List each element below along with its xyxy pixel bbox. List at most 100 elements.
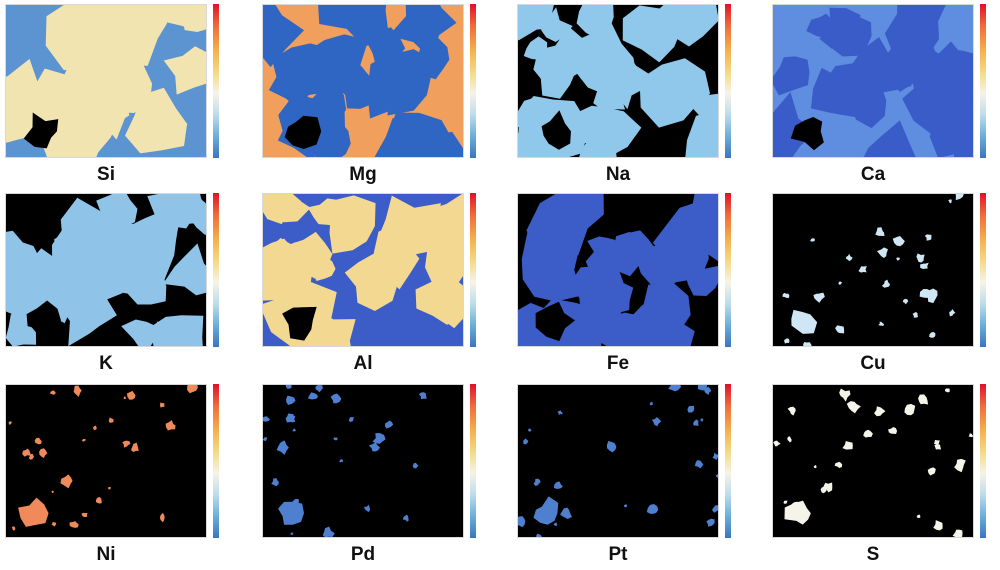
colorbar xyxy=(213,384,219,538)
phase-region xyxy=(418,392,427,400)
phase-region xyxy=(381,118,442,157)
phase-region xyxy=(784,338,790,344)
phase-region xyxy=(518,5,554,41)
phase-region xyxy=(162,243,206,296)
phase-region xyxy=(712,452,718,460)
phase-region xyxy=(8,421,12,425)
phase-region xyxy=(402,514,409,522)
map-panel-k: K xyxy=(5,193,221,379)
phase-region xyxy=(51,490,54,494)
element-label: K xyxy=(99,353,113,374)
phase-region xyxy=(6,99,31,143)
phase-region xyxy=(845,253,853,262)
phase-region xyxy=(952,529,963,537)
phase-region xyxy=(263,194,311,223)
phase-region xyxy=(863,429,873,438)
phase-region xyxy=(858,266,867,273)
element-map-image xyxy=(517,384,719,538)
phase-region xyxy=(271,477,280,487)
element-label: Pd xyxy=(350,544,376,565)
phase-region xyxy=(691,93,718,139)
phase-region xyxy=(363,504,370,513)
phase-region xyxy=(668,385,682,392)
phase-region xyxy=(920,262,929,270)
phase-region xyxy=(292,428,296,432)
phase-region xyxy=(888,426,898,434)
phase-region xyxy=(276,440,289,455)
phase-region xyxy=(810,67,864,119)
element-label: Cu xyxy=(860,353,886,374)
phase-region xyxy=(687,405,695,413)
phase-region xyxy=(650,235,709,284)
map-panel-ni: Ni xyxy=(5,384,221,570)
phase-region xyxy=(949,309,956,317)
element-map-image xyxy=(5,193,207,347)
phase-region xyxy=(813,292,825,303)
phase-region xyxy=(783,500,788,504)
phase-region xyxy=(81,438,86,442)
phase-region xyxy=(51,521,57,527)
phase-region xyxy=(564,315,594,346)
phase-region xyxy=(782,292,790,299)
phase-region xyxy=(916,514,921,518)
phase-region xyxy=(329,195,376,254)
phase-region xyxy=(412,462,419,469)
phase-region xyxy=(290,532,294,536)
phase-region xyxy=(123,395,127,400)
element-map-image xyxy=(5,384,207,538)
phase-region xyxy=(434,131,463,157)
phase-region xyxy=(886,56,912,90)
phase-region xyxy=(954,458,966,473)
phase-region xyxy=(38,103,100,157)
phase-region xyxy=(187,385,198,394)
pore-region xyxy=(284,115,322,150)
phase-region xyxy=(339,459,343,463)
phase-region xyxy=(787,406,796,416)
phase-region xyxy=(929,331,936,338)
phase-region xyxy=(95,496,102,504)
phase-region xyxy=(813,465,817,469)
phase-region xyxy=(333,437,338,441)
phase-region xyxy=(784,500,811,525)
phase-region xyxy=(424,232,463,292)
phase-region xyxy=(60,474,73,489)
element-map-image xyxy=(517,4,719,158)
phase-region xyxy=(834,461,843,469)
colorbar xyxy=(725,384,731,538)
element-map-image xyxy=(262,193,464,347)
phase-region xyxy=(28,453,35,460)
phase-region xyxy=(874,406,886,417)
colorbar xyxy=(980,384,986,538)
phase-region xyxy=(160,512,165,523)
phase-region xyxy=(657,5,718,47)
phase-region xyxy=(330,393,342,404)
phase-region xyxy=(863,120,916,157)
colorbar xyxy=(213,4,219,158)
pore-region xyxy=(541,110,571,150)
phase-region xyxy=(263,238,299,283)
phase-region xyxy=(585,244,627,296)
pore-region xyxy=(282,306,317,341)
phase-region xyxy=(697,385,708,391)
element-label: Na xyxy=(605,164,631,185)
colorbar xyxy=(725,193,731,347)
pore-region xyxy=(26,300,61,340)
phase-region xyxy=(603,72,645,110)
element-map-image xyxy=(262,4,464,158)
phase-region xyxy=(706,518,715,527)
phase-region xyxy=(649,401,653,406)
phase-region xyxy=(307,392,319,400)
phase-region xyxy=(606,440,617,453)
phase-region xyxy=(623,504,628,508)
element-map-image xyxy=(772,193,974,347)
phase-region xyxy=(787,436,792,443)
phase-region xyxy=(81,512,88,518)
phase-region xyxy=(612,442,616,447)
element-label: Pt xyxy=(608,544,628,565)
phase-region xyxy=(50,390,56,395)
phase-region xyxy=(372,49,433,116)
phase-region xyxy=(406,205,436,245)
pore-region xyxy=(535,301,576,342)
phase-region xyxy=(810,238,815,242)
phase-region xyxy=(822,482,833,493)
